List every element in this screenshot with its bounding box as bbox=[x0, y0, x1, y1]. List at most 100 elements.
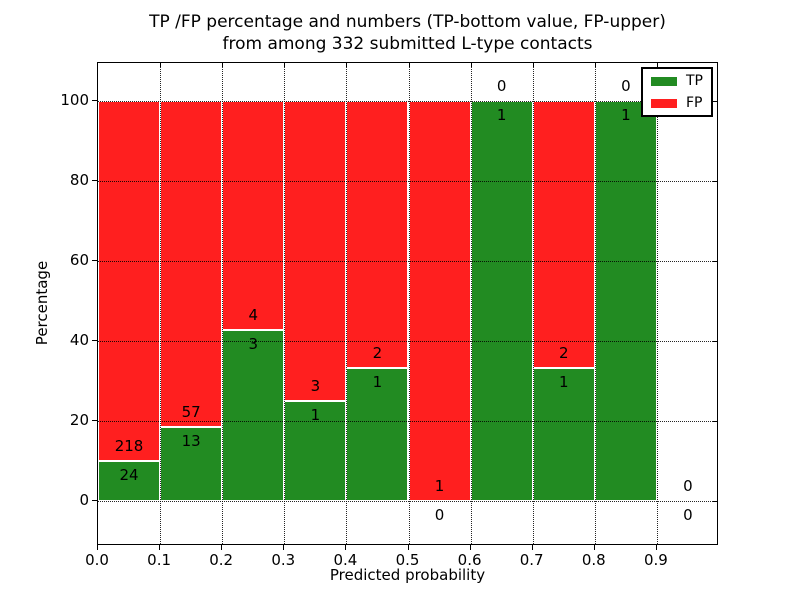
x-tick-label: 0.6 bbox=[457, 551, 482, 569]
gridline-vertical bbox=[284, 63, 286, 544]
y-tick-inner bbox=[713, 101, 717, 102]
bar-segment-tp bbox=[594, 101, 657, 501]
y-tick-inner bbox=[713, 341, 717, 342]
gridline-vertical bbox=[222, 63, 224, 544]
x-tick-label: 0.3 bbox=[271, 551, 296, 569]
bar-segment-fp bbox=[408, 101, 471, 501]
x-tick bbox=[655, 545, 657, 550]
plot-area: TP FP 218 24 57 13 4 3 3 1 2 1 1 0 0 1 2 1 0 1 0 0 bbox=[97, 62, 718, 545]
bar-segment-tp bbox=[222, 329, 285, 501]
y-tick bbox=[92, 420, 97, 421]
value-label-tp: 1 bbox=[496, 106, 507, 124]
x-tick-label: 0.2 bbox=[209, 551, 234, 569]
x-tick bbox=[593, 545, 595, 550]
gridline-horizontal bbox=[98, 261, 717, 262]
value-label-fp: 0 bbox=[683, 477, 693, 495]
gridline-vertical bbox=[656, 63, 658, 544]
x-tick bbox=[469, 545, 471, 550]
x-tick bbox=[407, 545, 409, 550]
value-label-tp: 0 bbox=[434, 506, 445, 524]
legend-swatch-fp bbox=[651, 98, 677, 108]
x-tick-inner bbox=[408, 63, 410, 67]
value-label-fp: 4 bbox=[248, 305, 259, 324]
x-tick-inner bbox=[594, 63, 596, 67]
x-tick bbox=[531, 545, 533, 550]
value-label-tp: 1 bbox=[310, 406, 321, 424]
value-label-fp: 2 bbox=[558, 343, 569, 362]
gridline-horizontal bbox=[98, 101, 717, 102]
bar-segment-fp bbox=[346, 101, 409, 368]
gridline-vertical bbox=[594, 63, 596, 544]
value-label-tp: 24 bbox=[119, 466, 139, 485]
x-tick-label: 0.8 bbox=[581, 551, 606, 569]
y-tick bbox=[92, 260, 97, 261]
y-tick-label: 80 bbox=[69, 171, 89, 189]
y-tick-inner bbox=[713, 421, 717, 422]
gridline-vertical bbox=[532, 63, 534, 544]
gridline-horizontal bbox=[98, 501, 717, 502]
value-label-fp: 57 bbox=[181, 402, 201, 421]
x-tick bbox=[283, 545, 285, 550]
y-tick bbox=[92, 100, 97, 101]
bar-segment-fp bbox=[284, 101, 347, 401]
gridline-vertical bbox=[470, 63, 472, 544]
value-label-tp: 1 bbox=[621, 106, 631, 124]
x-tick-inner bbox=[346, 63, 348, 67]
gridline-horizontal bbox=[98, 181, 717, 182]
y-tick-inner bbox=[713, 501, 717, 502]
legend-item-fp: FP bbox=[651, 96, 703, 110]
x-axis-label: Predicted probability bbox=[329, 566, 486, 584]
y-tick-inner bbox=[713, 261, 717, 262]
legend: TP FP bbox=[641, 67, 713, 117]
x-tick-label: 0.7 bbox=[519, 551, 544, 569]
value-label-fp: 3 bbox=[310, 377, 321, 395]
y-tick-label: 0 bbox=[79, 491, 89, 509]
gridline-vertical bbox=[346, 63, 348, 544]
y-tick bbox=[92, 340, 97, 341]
bar-segment-tp bbox=[346, 367, 409, 501]
x-tick-inner bbox=[160, 63, 162, 67]
x-tick bbox=[221, 545, 223, 550]
legend-swatch-tp bbox=[651, 76, 677, 86]
x-tick-inner bbox=[222, 63, 224, 67]
value-label-tp: 13 bbox=[181, 431, 201, 450]
bar-segment-tp bbox=[160, 426, 223, 501]
x-tick-label: 0.0 bbox=[85, 551, 109, 569]
value-label-fp: 1 bbox=[434, 477, 445, 495]
chart-title-line1: TP /FP percentage and numbers (TP-bottom… bbox=[149, 12, 666, 32]
x-tick-label: 0.1 bbox=[147, 551, 172, 569]
gridline-vertical bbox=[160, 63, 162, 544]
x-tick bbox=[159, 545, 161, 550]
x-tick-inner bbox=[532, 63, 534, 67]
bar-segment-tp bbox=[470, 101, 533, 501]
chart-title-line2: from among 332 submitted L-type contacts bbox=[222, 34, 593, 54]
value-label-tp: 3 bbox=[248, 334, 259, 353]
value-label-tp: 1 bbox=[372, 372, 383, 391]
x-tick-label: 0.9 bbox=[643, 551, 668, 569]
x-tick-inner bbox=[284, 63, 286, 67]
y-tick-label: 60 bbox=[69, 251, 89, 269]
gridline-horizontal bbox=[98, 421, 717, 422]
y-tick-inner bbox=[713, 181, 717, 182]
value-label-fp: 218 bbox=[114, 437, 144, 456]
value-label-fp: 2 bbox=[372, 343, 383, 362]
x-tick bbox=[345, 545, 347, 550]
y-tick-label: 100 bbox=[60, 91, 89, 109]
gridline-horizontal bbox=[98, 341, 717, 342]
value-label-fp: 0 bbox=[621, 77, 631, 95]
y-tick-label: 40 bbox=[69, 331, 89, 349]
bar-segment-fp bbox=[222, 101, 285, 330]
x-tick-label: 0.4 bbox=[333, 551, 358, 569]
legend-label-fp: FP bbox=[686, 95, 703, 111]
x-tick-inner bbox=[656, 63, 658, 67]
value-label-fp: 0 bbox=[496, 77, 507, 95]
legend-item-tp: TP bbox=[651, 74, 703, 88]
value-label-tp: 0 bbox=[683, 506, 693, 524]
bar-segment-tp bbox=[98, 461, 161, 501]
y-tick bbox=[92, 180, 97, 181]
y-tick-label: 20 bbox=[69, 411, 89, 429]
x-tick-label: 0.5 bbox=[395, 551, 420, 569]
gridline-vertical bbox=[408, 63, 410, 544]
bar-segment-fp bbox=[160, 101, 223, 427]
